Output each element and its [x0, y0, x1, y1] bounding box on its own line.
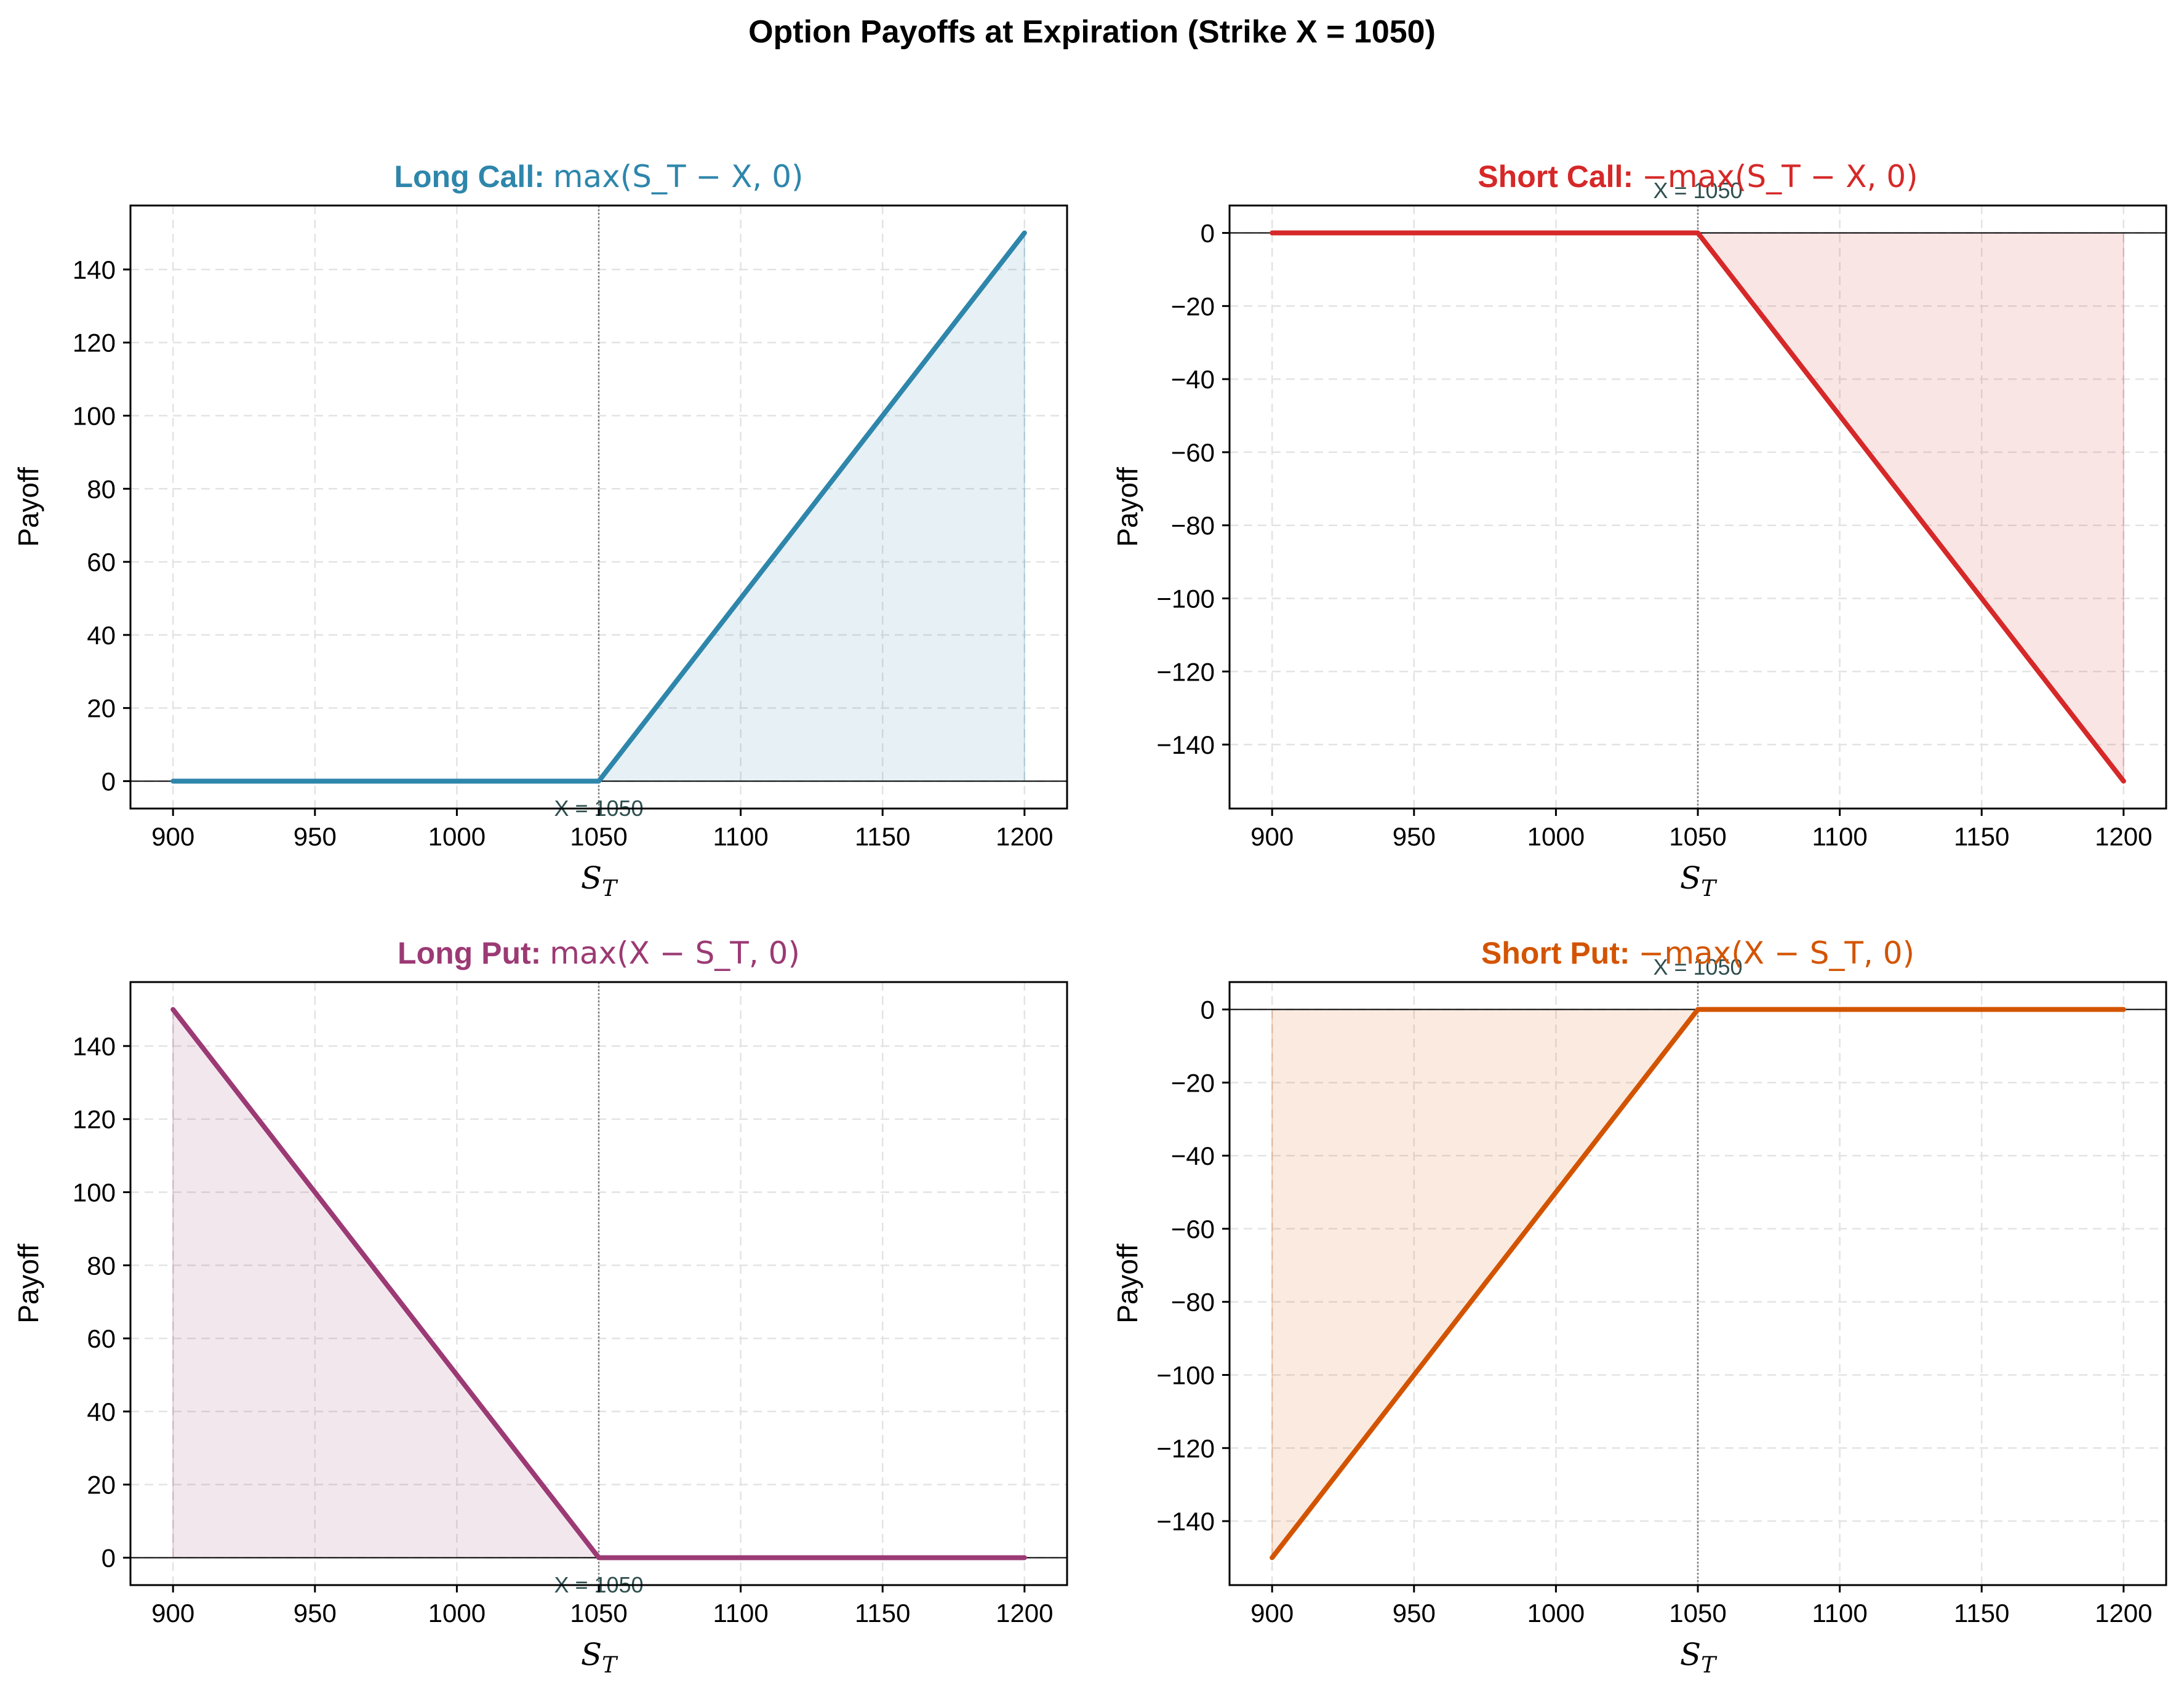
- x-tick-label: 900: [1250, 822, 1294, 851]
- y-tick-label: 140: [73, 255, 116, 284]
- y-tick-label: −140: [1156, 730, 1215, 759]
- subplot-title: Short Put: −max(X − S_T, 0): [1481, 935, 1914, 971]
- y-tick-label: 140: [73, 1032, 116, 1061]
- x-tick-label: 1150: [855, 1599, 910, 1628]
- x-tick-label: 1200: [2095, 822, 2152, 851]
- y-axis-label: Payoff: [1111, 1244, 1143, 1324]
- y-tick-label: −20: [1171, 292, 1215, 321]
- x-tick-label: 900: [1250, 1599, 1294, 1628]
- x-tick-label: 900: [151, 822, 194, 851]
- x-tick-label: 1200: [2095, 1599, 2152, 1628]
- y-tick-label: 60: [87, 1324, 116, 1353]
- y-tick-label: −100: [1156, 584, 1215, 613]
- subplot-title: Long Call: max(S_T − X, 0): [394, 159, 803, 194]
- x-tick-label: 950: [1393, 822, 1436, 851]
- y-tick-label: 80: [87, 474, 116, 503]
- x-axis-label: ST: [1680, 1637, 1718, 1678]
- y-tick-label: 40: [87, 1397, 116, 1426]
- x-tick-label: 900: [151, 1599, 194, 1628]
- subplot-title-bold: Long Put:: [398, 936, 550, 970]
- strike-label: X = 1050: [1653, 178, 1742, 203]
- x-tick-label: 950: [1393, 1599, 1436, 1628]
- y-tick-label: −140: [1156, 1507, 1215, 1536]
- x-tick-label: 1050: [1669, 1599, 1726, 1628]
- y-tick-label: 0: [1201, 996, 1215, 1025]
- y-tick-label: 80: [87, 1251, 116, 1280]
- figure-title: Option Payoffs at Expiration (Strike X =…: [748, 14, 1436, 50]
- x-tick-label: 1000: [1527, 822, 1585, 851]
- subplot-title: Long Put: max(X − S_T, 0): [398, 935, 800, 971]
- subplot-short-call: X = 1050 900 950 1000 1050 1100 1150 1200 0 −20 −4…: [1111, 159, 2167, 901]
- y-tick-label: 40: [87, 621, 116, 650]
- y-tick-label: 0: [102, 1543, 116, 1572]
- y-tick-label: 0: [1201, 219, 1215, 248]
- x-axis-label: ST: [1680, 860, 1718, 901]
- subplot-title-formula: −max(X − S_T, 0): [1638, 935, 1914, 971]
- y-tick-label: −100: [1156, 1360, 1215, 1389]
- y-tick-label: 60: [87, 548, 116, 577]
- x-tick-label: 1100: [713, 822, 768, 851]
- y-axis-label: Payoff: [12, 467, 44, 547]
- x-tick-label: 950: [294, 822, 337, 851]
- subplot-title-bold: Short Call:: [1478, 159, 1642, 194]
- y-tick-label: −40: [1171, 365, 1215, 394]
- subplot-title-formula: max(X − S_T, 0): [550, 935, 800, 971]
- subplot-title-bold: Long Call:: [394, 159, 553, 194]
- x-tick-label: 1000: [428, 1599, 486, 1628]
- x-tick-label: 1150: [1954, 1599, 2009, 1628]
- y-axis-label: Payoff: [12, 1244, 44, 1324]
- y-tick-label: −80: [1171, 1288, 1215, 1317]
- x-tick-label: 1150: [855, 822, 910, 851]
- y-tick-label: 100: [73, 1178, 116, 1207]
- subplot-title-formula: −max(S_T − X, 0): [1642, 159, 1918, 194]
- y-tick-label: 20: [87, 1471, 116, 1500]
- x-tick-label: 1100: [713, 1599, 768, 1628]
- x-tick-label: 1000: [428, 822, 486, 851]
- x-tick-label: 1200: [996, 822, 1053, 851]
- subplot-short-put: X = 1050 900 950 1000 1050 1100 1150 1200 0 −20 −4…: [1111, 935, 2167, 1678]
- x-tick-label: 1000: [1527, 1599, 1585, 1628]
- subplot-title-bold: Short Put:: [1481, 936, 1639, 970]
- y-tick-label: −80: [1171, 511, 1215, 540]
- x-axis-label: ST: [581, 1637, 618, 1678]
- y-tick-label: −40: [1171, 1141, 1215, 1170]
- subplot-title-formula: max(S_T − X, 0): [553, 159, 804, 194]
- strike-label: X = 1050: [1653, 954, 1742, 980]
- x-tick-label: 1050: [570, 822, 627, 851]
- y-axis-label: Payoff: [1111, 467, 1143, 547]
- y-tick-label: 120: [73, 329, 116, 358]
- x-axis-label: ST: [581, 860, 618, 901]
- x-tick-label: 1100: [1812, 1599, 1867, 1628]
- y-tick-label: −120: [1156, 657, 1215, 686]
- subplot-title: Short Call: −max(S_T − X, 0): [1478, 159, 1918, 194]
- x-tick-label: 1100: [1812, 822, 1867, 851]
- x-tick-label: 1150: [1954, 822, 2009, 851]
- y-tick-label: −20: [1171, 1068, 1215, 1097]
- x-tick-label: 1050: [1669, 822, 1726, 851]
- x-tick-label: 1200: [996, 1599, 1053, 1628]
- y-tick-label: −120: [1156, 1434, 1215, 1463]
- y-tick-label: 120: [73, 1105, 116, 1134]
- y-tick-label: 20: [87, 694, 116, 723]
- y-tick-label: 0: [102, 767, 116, 796]
- y-tick-label: −60: [1171, 1215, 1215, 1244]
- y-tick-label: 100: [73, 402, 116, 431]
- x-tick-label: 1050: [570, 1599, 627, 1628]
- y-tick-label: −60: [1171, 438, 1215, 467]
- x-tick-label: 950: [294, 1599, 337, 1628]
